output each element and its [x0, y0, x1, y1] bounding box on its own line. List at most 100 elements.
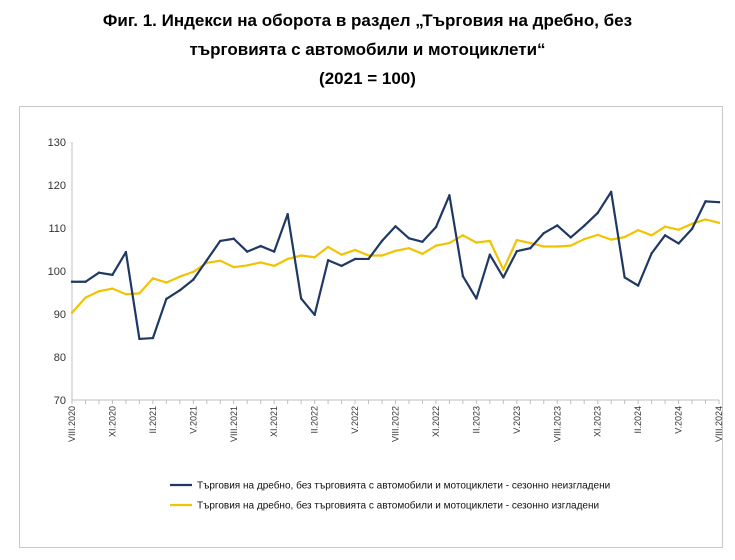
data-point-not-adjusted: [219, 239, 222, 243]
chart-title: Фиг. 1. Индекси на оборота в раздел „Тър…: [0, 6, 735, 93]
legend-label: Търговия на дребно, без търговията с авт…: [197, 500, 599, 512]
data-point-not-adjusted: [70, 280, 74, 283]
data-point-adjusted: [542, 245, 545, 248]
data-point-adjusted: [178, 275, 182, 278]
x-tick-label: VIII.2023: [552, 406, 562, 442]
data-point-adjusted: [111, 287, 114, 290]
data-point-not-adjusted: [448, 194, 451, 197]
data-point-not-adjusted: [353, 257, 357, 261]
x-tick-label: II.2024: [633, 406, 643, 434]
data-point-not-adjusted: [151, 336, 155, 340]
data-point-not-adjusted: [313, 313, 316, 317]
data-point-not-adjusted: [286, 213, 289, 216]
data-point-not-adjusted: [246, 250, 249, 253]
data-point-adjusted: [690, 222, 694, 225]
data-point-not-adjusted: [636, 284, 640, 287]
data-point-not-adjusted: [515, 250, 519, 253]
data-point-not-adjusted: [556, 224, 559, 227]
x-tick-label: XI.2021: [269, 406, 279, 437]
data-point-adjusted: [529, 241, 532, 245]
x-tick-label: XI.2022: [431, 406, 441, 437]
x-tick-label: VIII.2022: [391, 406, 401, 442]
data-point-adjusted: [124, 293, 128, 296]
data-point-adjusted: [259, 261, 262, 264]
data-point-not-adjusted: [205, 259, 208, 262]
y-tick-label: 100: [48, 266, 66, 278]
data-point-adjusted: [138, 292, 141, 295]
data-point-adjusted: [165, 281, 168, 284]
data-point-adjusted: [609, 238, 613, 241]
data-point-adjusted: [421, 252, 424, 255]
data-point-adjusted: [70, 311, 74, 314]
data-point-not-adjusted: [650, 252, 653, 255]
data-point-adjusted: [475, 241, 478, 244]
y-tick-label: 120: [48, 180, 66, 192]
data-point-adjusted: [367, 254, 370, 257]
data-point-adjusted: [313, 256, 316, 259]
data-point-adjusted: [448, 241, 451, 245]
data-point-not-adjusted: [165, 297, 168, 301]
data-point-not-adjusted: [299, 297, 303, 300]
data-point-not-adjusted: [542, 231, 545, 235]
data-point-not-adjusted: [434, 225, 438, 229]
data-point-not-adjusted: [97, 271, 101, 274]
x-tick-label: II.2023: [471, 406, 481, 434]
data-point-adjusted: [326, 245, 330, 249]
data-point-adjusted: [84, 296, 87, 299]
series-line-not-adjusted: [70, 190, 721, 341]
data-point-not-adjusted: [609, 190, 613, 194]
data-point-not-adjusted: [394, 225, 397, 228]
data-point-not-adjusted: [569, 236, 572, 239]
data-point-adjusted: [717, 221, 721, 225]
data-point-adjusted: [623, 235, 626, 239]
data-point-not-adjusted: [178, 289, 182, 292]
data-point-not-adjusted: [340, 264, 343, 268]
data-point-adjusted: [97, 290, 101, 293]
data-point-adjusted: [353, 248, 357, 252]
data-point-not-adjusted: [623, 276, 626, 279]
x-tick-label: V.2024: [674, 406, 684, 434]
data-point-not-adjusted: [529, 247, 532, 250]
data-point-adjusted: [151, 277, 155, 280]
series-layer: [70, 190, 721, 341]
data-point-adjusted: [488, 239, 492, 243]
data-point-adjusted: [704, 218, 707, 221]
y-tick-label: 130: [48, 137, 66, 149]
data-point-adjusted: [596, 233, 599, 237]
chart-title-line-2: търговията с автомобили и мотоциклети“: [189, 40, 546, 59]
data-point-not-adjusted: [663, 234, 667, 237]
data-point-not-adjusted: [111, 273, 114, 277]
x-tick-label: V.2022: [350, 406, 360, 434]
chart-title-line-3: (2021 = 100): [319, 69, 416, 88]
x-tick-label: XI.2023: [593, 406, 603, 437]
data-point-adjusted: [515, 238, 519, 242]
x-axis: VIII.2020 XI.2020 II.2021 V.2021 VIII.2021 XI…: [67, 399, 724, 442]
data-point-adjusted: [192, 270, 195, 274]
data-point-adjusted: [677, 228, 680, 231]
data-point-not-adjusted: [475, 297, 478, 300]
y-tick-label: 90: [54, 309, 66, 321]
data-point-not-adjusted: [232, 237, 235, 240]
chart-frame: [19, 106, 723, 548]
data-point-not-adjusted: [488, 253, 492, 256]
data-point-adjusted: [232, 265, 235, 269]
data-point-not-adjusted: [421, 240, 424, 243]
x-tick-label: VIII.2024: [714, 406, 724, 442]
data-point-adjusted: [502, 268, 505, 271]
data-point-adjusted: [340, 253, 343, 256]
chart-title-line-1: Фиг. 1. Индекси на оборота в раздел „Тър…: [102, 11, 633, 30]
data-point-adjusted: [461, 234, 465, 237]
data-point-not-adjusted: [596, 211, 599, 215]
data-point-not-adjusted: [84, 280, 87, 283]
y-tick-label: 70: [54, 395, 66, 407]
data-point-not-adjusted: [138, 337, 141, 341]
data-point-adjusted: [286, 257, 289, 261]
data-point-adjusted: [556, 245, 559, 248]
data-point-not-adjusted: [704, 200, 707, 203]
y-tick-label: 110: [48, 223, 66, 235]
y-tick-label: 80: [54, 352, 66, 364]
data-point-adjusted: [583, 237, 586, 241]
data-point-not-adjusted: [272, 250, 276, 253]
data-point-not-adjusted: [583, 224, 586, 228]
